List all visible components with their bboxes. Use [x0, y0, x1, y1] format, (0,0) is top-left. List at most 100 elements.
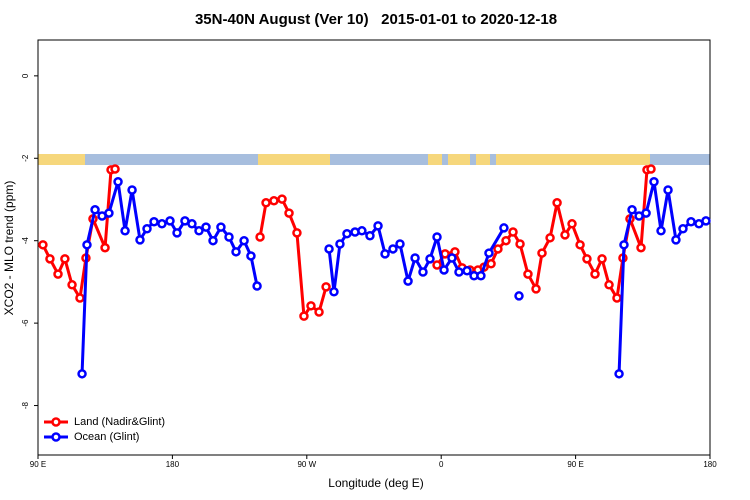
- point: [252, 281, 262, 291]
- point: [357, 226, 367, 236]
- point: [614, 369, 624, 379]
- point: [255, 232, 265, 242]
- y-tick-label: 0: [21, 73, 30, 78]
- x-tick-label: 180: [166, 460, 180, 469]
- chart-title: 35N-40N August (Ver 10) 2015-01-01 to 20…: [195, 11, 557, 28]
- point: [306, 301, 316, 311]
- point: [560, 230, 570, 240]
- point: [514, 291, 524, 301]
- point: [627, 205, 637, 215]
- point: [619, 240, 629, 250]
- point: [75, 293, 85, 303]
- point: [335, 239, 345, 249]
- point: [157, 219, 167, 229]
- point: [110, 164, 120, 174]
- point: [104, 208, 114, 218]
- x-axis-label: Longitude (deg E): [328, 476, 423, 490]
- point: [425, 254, 435, 264]
- point: [501, 235, 511, 246]
- point: [329, 287, 339, 297]
- y-tick-label: -8: [21, 401, 30, 409]
- y-axis-label: XCO2 - MLO trend (ppm): [2, 181, 16, 316]
- point: [149, 216, 159, 227]
- point: [499, 223, 509, 233]
- legend-label: Land (Nadir&Glint): [74, 416, 165, 428]
- point: [342, 228, 352, 239]
- point: [395, 239, 405, 249]
- point: [261, 198, 271, 208]
- y-tick-label: -6: [21, 319, 30, 327]
- point: [545, 233, 555, 243]
- point: [447, 253, 457, 263]
- point: [418, 267, 428, 277]
- point: [321, 282, 331, 292]
- point: [216, 222, 226, 232]
- point: [515, 239, 525, 249]
- point: [38, 240, 48, 250]
- x-tick-label: 90 E: [30, 460, 46, 469]
- point: [45, 254, 55, 264]
- point: [172, 228, 182, 238]
- point: [590, 269, 600, 279]
- x-tick-label: 180: [703, 460, 717, 469]
- point: [60, 254, 70, 264]
- point: [53, 269, 63, 279]
- point: [582, 254, 592, 264]
- point: [365, 231, 375, 241]
- point: [82, 240, 92, 250]
- point: [67, 280, 77, 290]
- point: [373, 221, 383, 231]
- point: [277, 194, 287, 204]
- point: [454, 267, 464, 277]
- point: [77, 369, 87, 379]
- point: [224, 232, 234, 242]
- point: [90, 205, 100, 215]
- point: [612, 293, 622, 303]
- point: [567, 219, 577, 229]
- point: [292, 228, 302, 238]
- point: [100, 242, 110, 253]
- point: [246, 251, 256, 261]
- x-tick-label: 90 E: [567, 460, 583, 469]
- point: [127, 185, 137, 195]
- point: [531, 284, 541, 294]
- point: [701, 216, 711, 226]
- point: [486, 259, 496, 269]
- x-tick-label: 90 W: [297, 460, 316, 469]
- point: [269, 195, 279, 206]
- point: [120, 226, 130, 236]
- point: [508, 227, 518, 237]
- point: [135, 235, 145, 245]
- point: [403, 276, 413, 286]
- point: [208, 235, 218, 246]
- point: [476, 270, 486, 281]
- point: [597, 254, 607, 264]
- point: [671, 235, 681, 245]
- point: [604, 280, 614, 290]
- point: [187, 219, 197, 229]
- point: [493, 244, 503, 254]
- point: [113, 177, 123, 187]
- point: [194, 226, 204, 236]
- y-tick-label: -2: [21, 154, 30, 162]
- point: [663, 185, 673, 195]
- point: [636, 242, 646, 253]
- point: [380, 249, 390, 259]
- point: [484, 248, 494, 258]
- point: [324, 244, 334, 254]
- point: [462, 266, 472, 276]
- legend-marker: [51, 417, 61, 427]
- legend-marker: [51, 432, 61, 442]
- point: [439, 265, 449, 275]
- point: [641, 208, 651, 218]
- point: [142, 223, 152, 234]
- point: [523, 269, 533, 279]
- point: [314, 307, 324, 317]
- point: [201, 222, 211, 232]
- point: [575, 240, 585, 250]
- point: [686, 216, 696, 227]
- point: [410, 253, 420, 263]
- point: [432, 232, 442, 242]
- point: [656, 226, 666, 236]
